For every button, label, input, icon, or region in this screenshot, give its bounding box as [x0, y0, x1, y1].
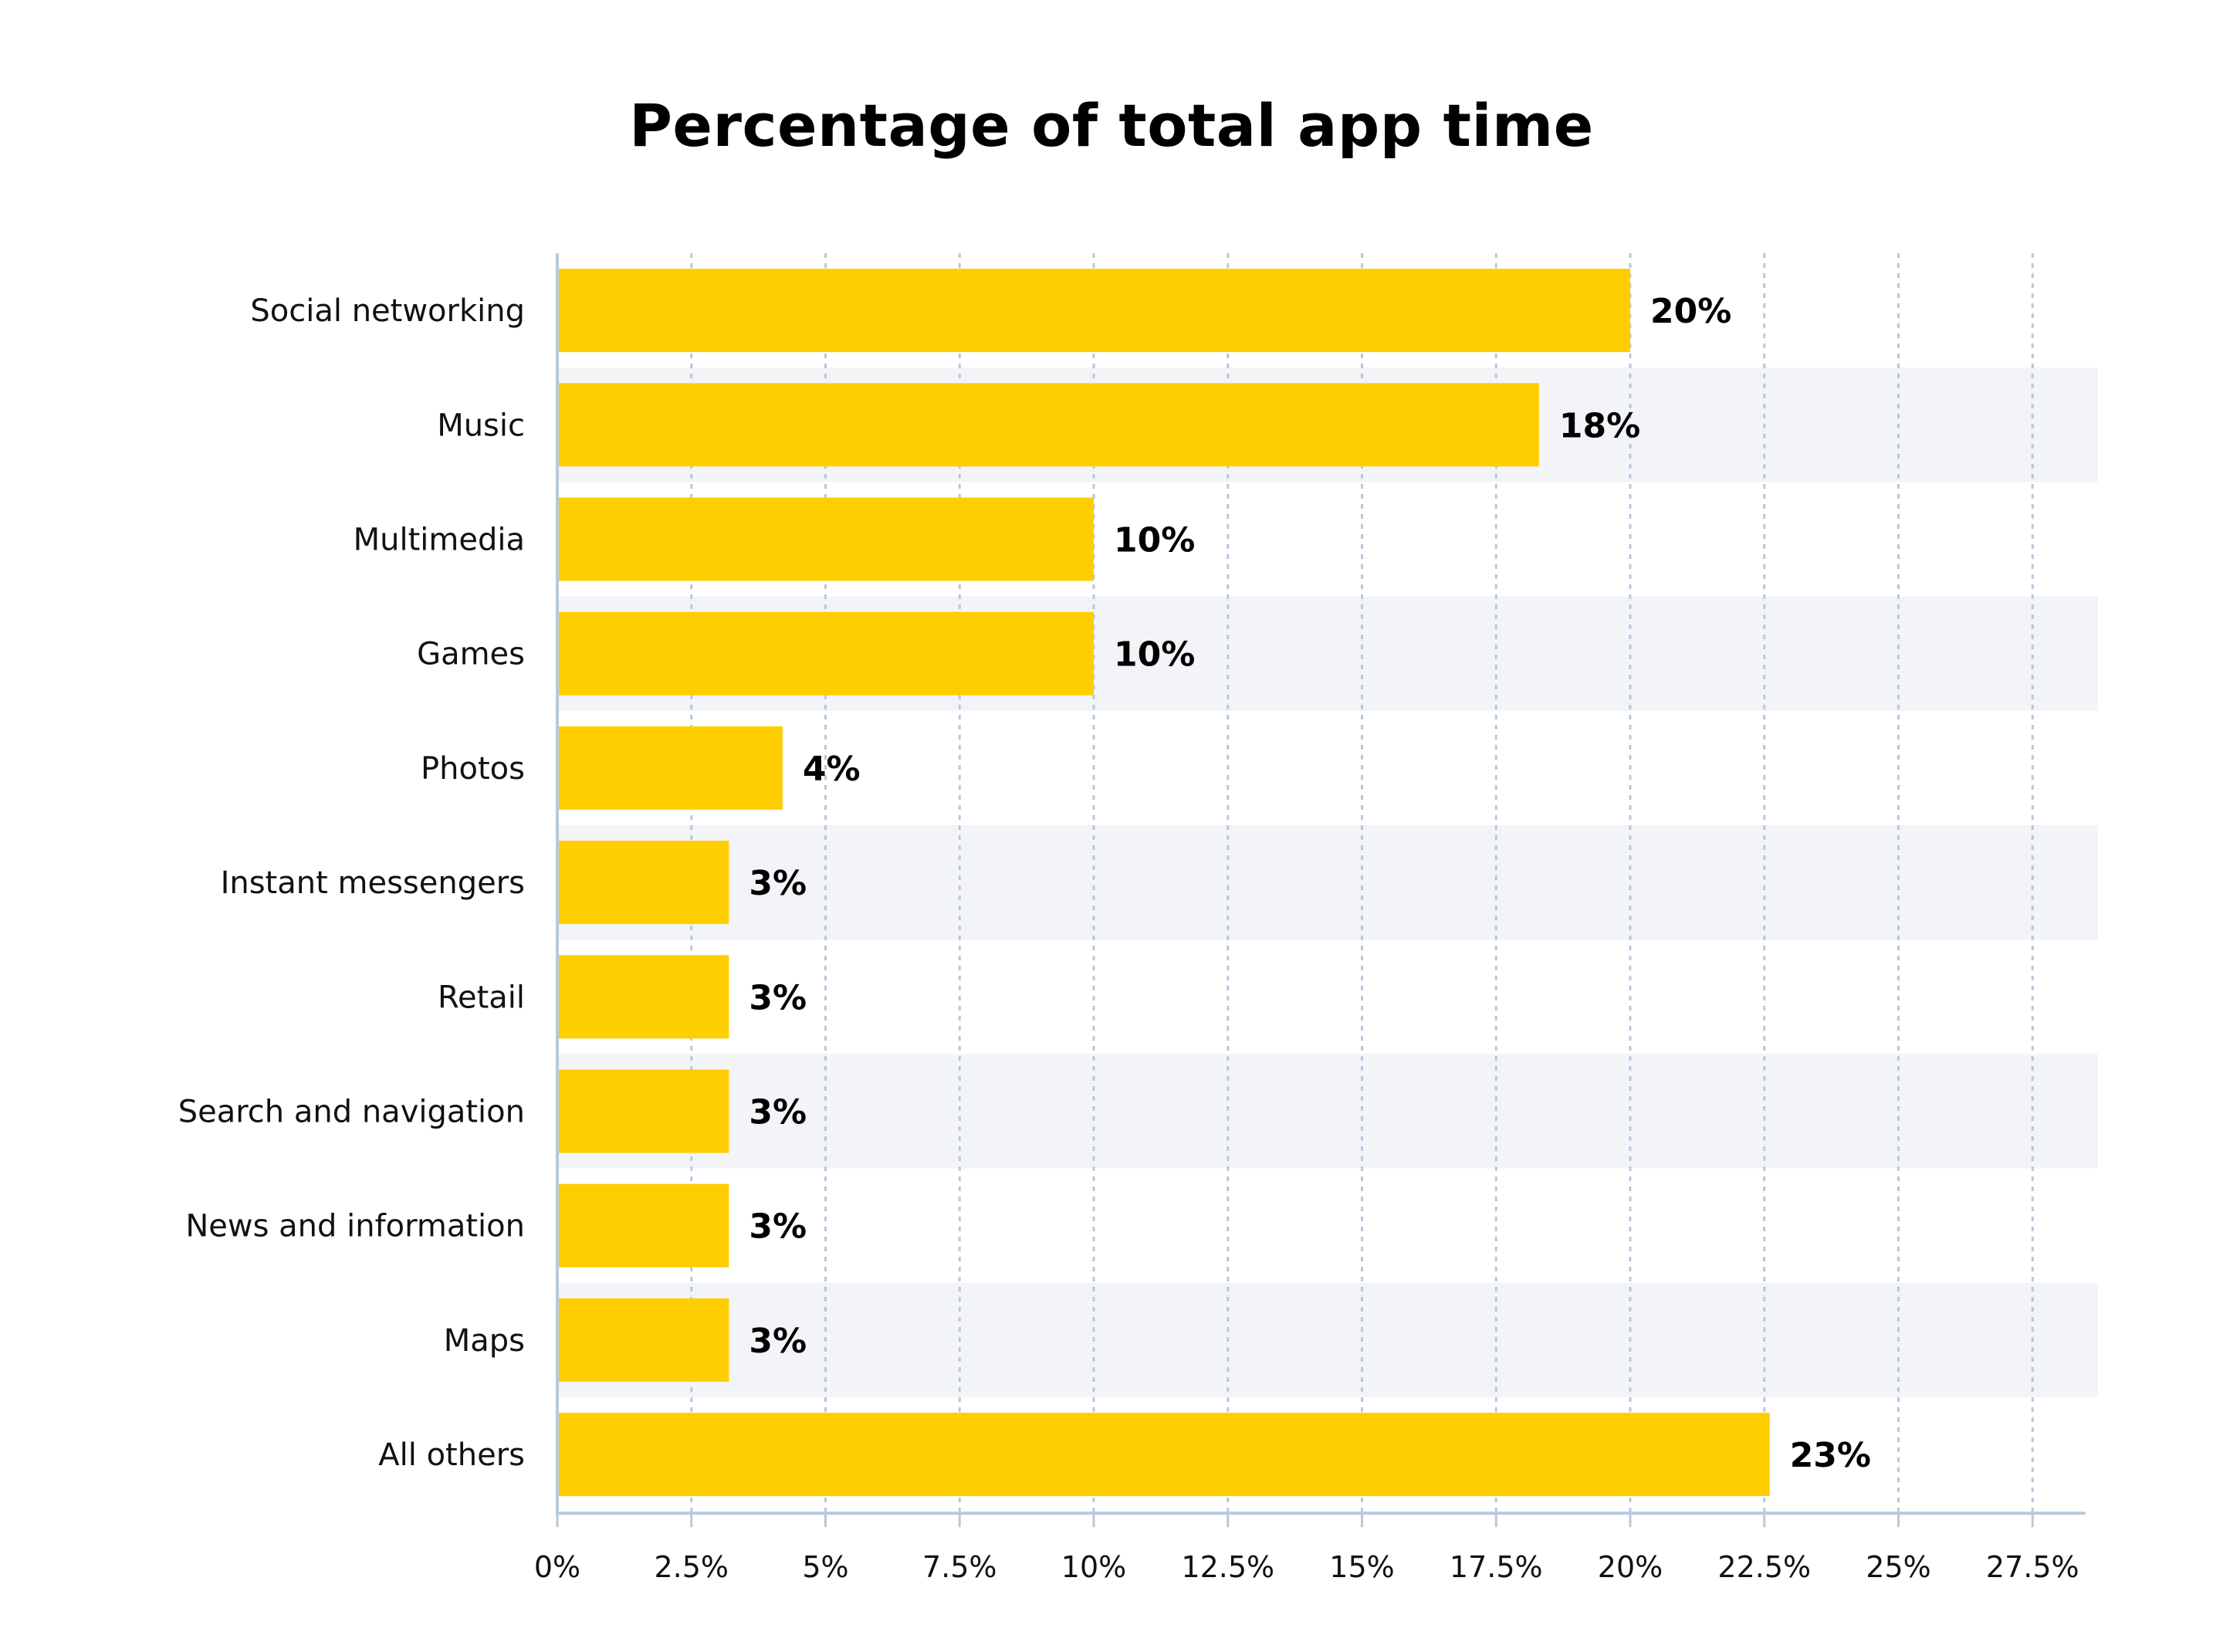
x-tick-label: 5% [802, 1550, 848, 1584]
data-label: 23% [1790, 1436, 1871, 1475]
category-label: Multimedia [354, 523, 525, 558]
bar [557, 1413, 1770, 1497]
bar [557, 383, 1539, 467]
x-tick-label: 27.5% [1986, 1550, 2079, 1584]
category-label: Games [417, 637, 525, 672]
x-tick-label: 17.5% [1450, 1550, 1543, 1584]
bar [557, 955, 729, 1039]
bars [557, 269, 1770, 1497]
data-label: 3% [749, 1322, 807, 1361]
x-tick-label: 22.5% [1717, 1550, 1811, 1584]
data-label: 3% [749, 1093, 807, 1132]
row-band [557, 1054, 2098, 1169]
labels: 0% 2.5% 5% 7.5% 10% 12.5% 15% 17.5% 20% 22.5% 25% 2… [178, 292, 2079, 1584]
x-tick-label: 20% [1598, 1550, 1663, 1584]
bar [557, 1298, 729, 1382]
category-label: News and information [185, 1209, 525, 1244]
x-tick-label: 2.5% [654, 1550, 729, 1584]
category-label: All others [378, 1437, 525, 1473]
x-tick-label: 15% [1329, 1550, 1394, 1584]
data-label: 3% [749, 864, 807, 903]
data-label: 18% [1559, 406, 1640, 445]
bar [557, 1183, 729, 1268]
data-label: 4% [803, 750, 861, 789]
bar [557, 497, 1094, 581]
data-label: 10% [1114, 521, 1195, 560]
x-tick-label: 10% [1061, 1550, 1126, 1584]
bar [557, 611, 1094, 696]
x-tick-label: 7.5% [922, 1550, 997, 1584]
category-label: Instant messengers [221, 865, 525, 901]
category-label: Photos [421, 751, 525, 787]
data-label: 3% [749, 1207, 807, 1247]
bar [557, 841, 729, 925]
bar [557, 1069, 729, 1153]
row-band [557, 1282, 2098, 1397]
x-tick-label: 25% [1866, 1550, 1930, 1584]
row-band [557, 825, 2098, 940]
category-label: Retail [438, 980, 525, 1015]
bar [557, 726, 783, 810]
data-label: 20% [1650, 292, 1731, 331]
category-label: Music [437, 408, 525, 443]
category-label: Maps [444, 1323, 525, 1359]
x-tick-label: 0% [534, 1550, 580, 1584]
x-tick-label: 12.5% [1181, 1550, 1274, 1584]
chart-title: Percentage of total app time [629, 91, 1594, 160]
axes [556, 253, 2086, 1528]
category-label: Search and navigation [178, 1095, 525, 1130]
data-label: 3% [749, 978, 807, 1017]
bar [557, 269, 1630, 353]
row-bands [557, 367, 2098, 1397]
category-label: Social networking [250, 293, 525, 329]
data-label: 10% [1114, 635, 1195, 675]
